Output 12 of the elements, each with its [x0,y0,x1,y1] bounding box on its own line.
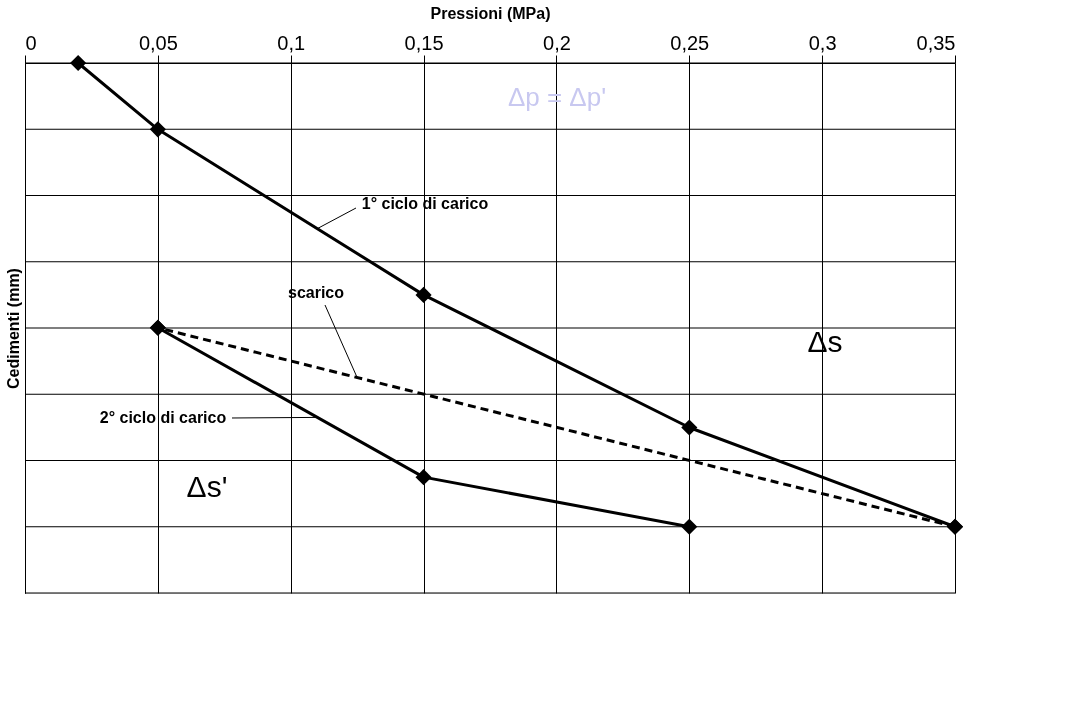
x-tick-label: 0,25 [670,31,710,54]
y-axis-title: Cedimenti (mm) [4,268,22,389]
annotation: Δs' [186,470,228,503]
x-tick-label: 0,35 [916,31,956,54]
text: 2° ciclo di carico [99,409,227,426]
x-tick-label: 0,3 [808,31,837,54]
x-axis-title: Pressioni (MPa) [430,4,551,22]
x-tick-label: 0,15 [404,31,444,54]
x-tick-label: 0,2 [543,31,571,54]
x-tick-label: 0,1 [277,31,306,54]
x-tick-label: 0,05 [138,31,178,54]
x-tick-label: 0 [25,31,37,54]
